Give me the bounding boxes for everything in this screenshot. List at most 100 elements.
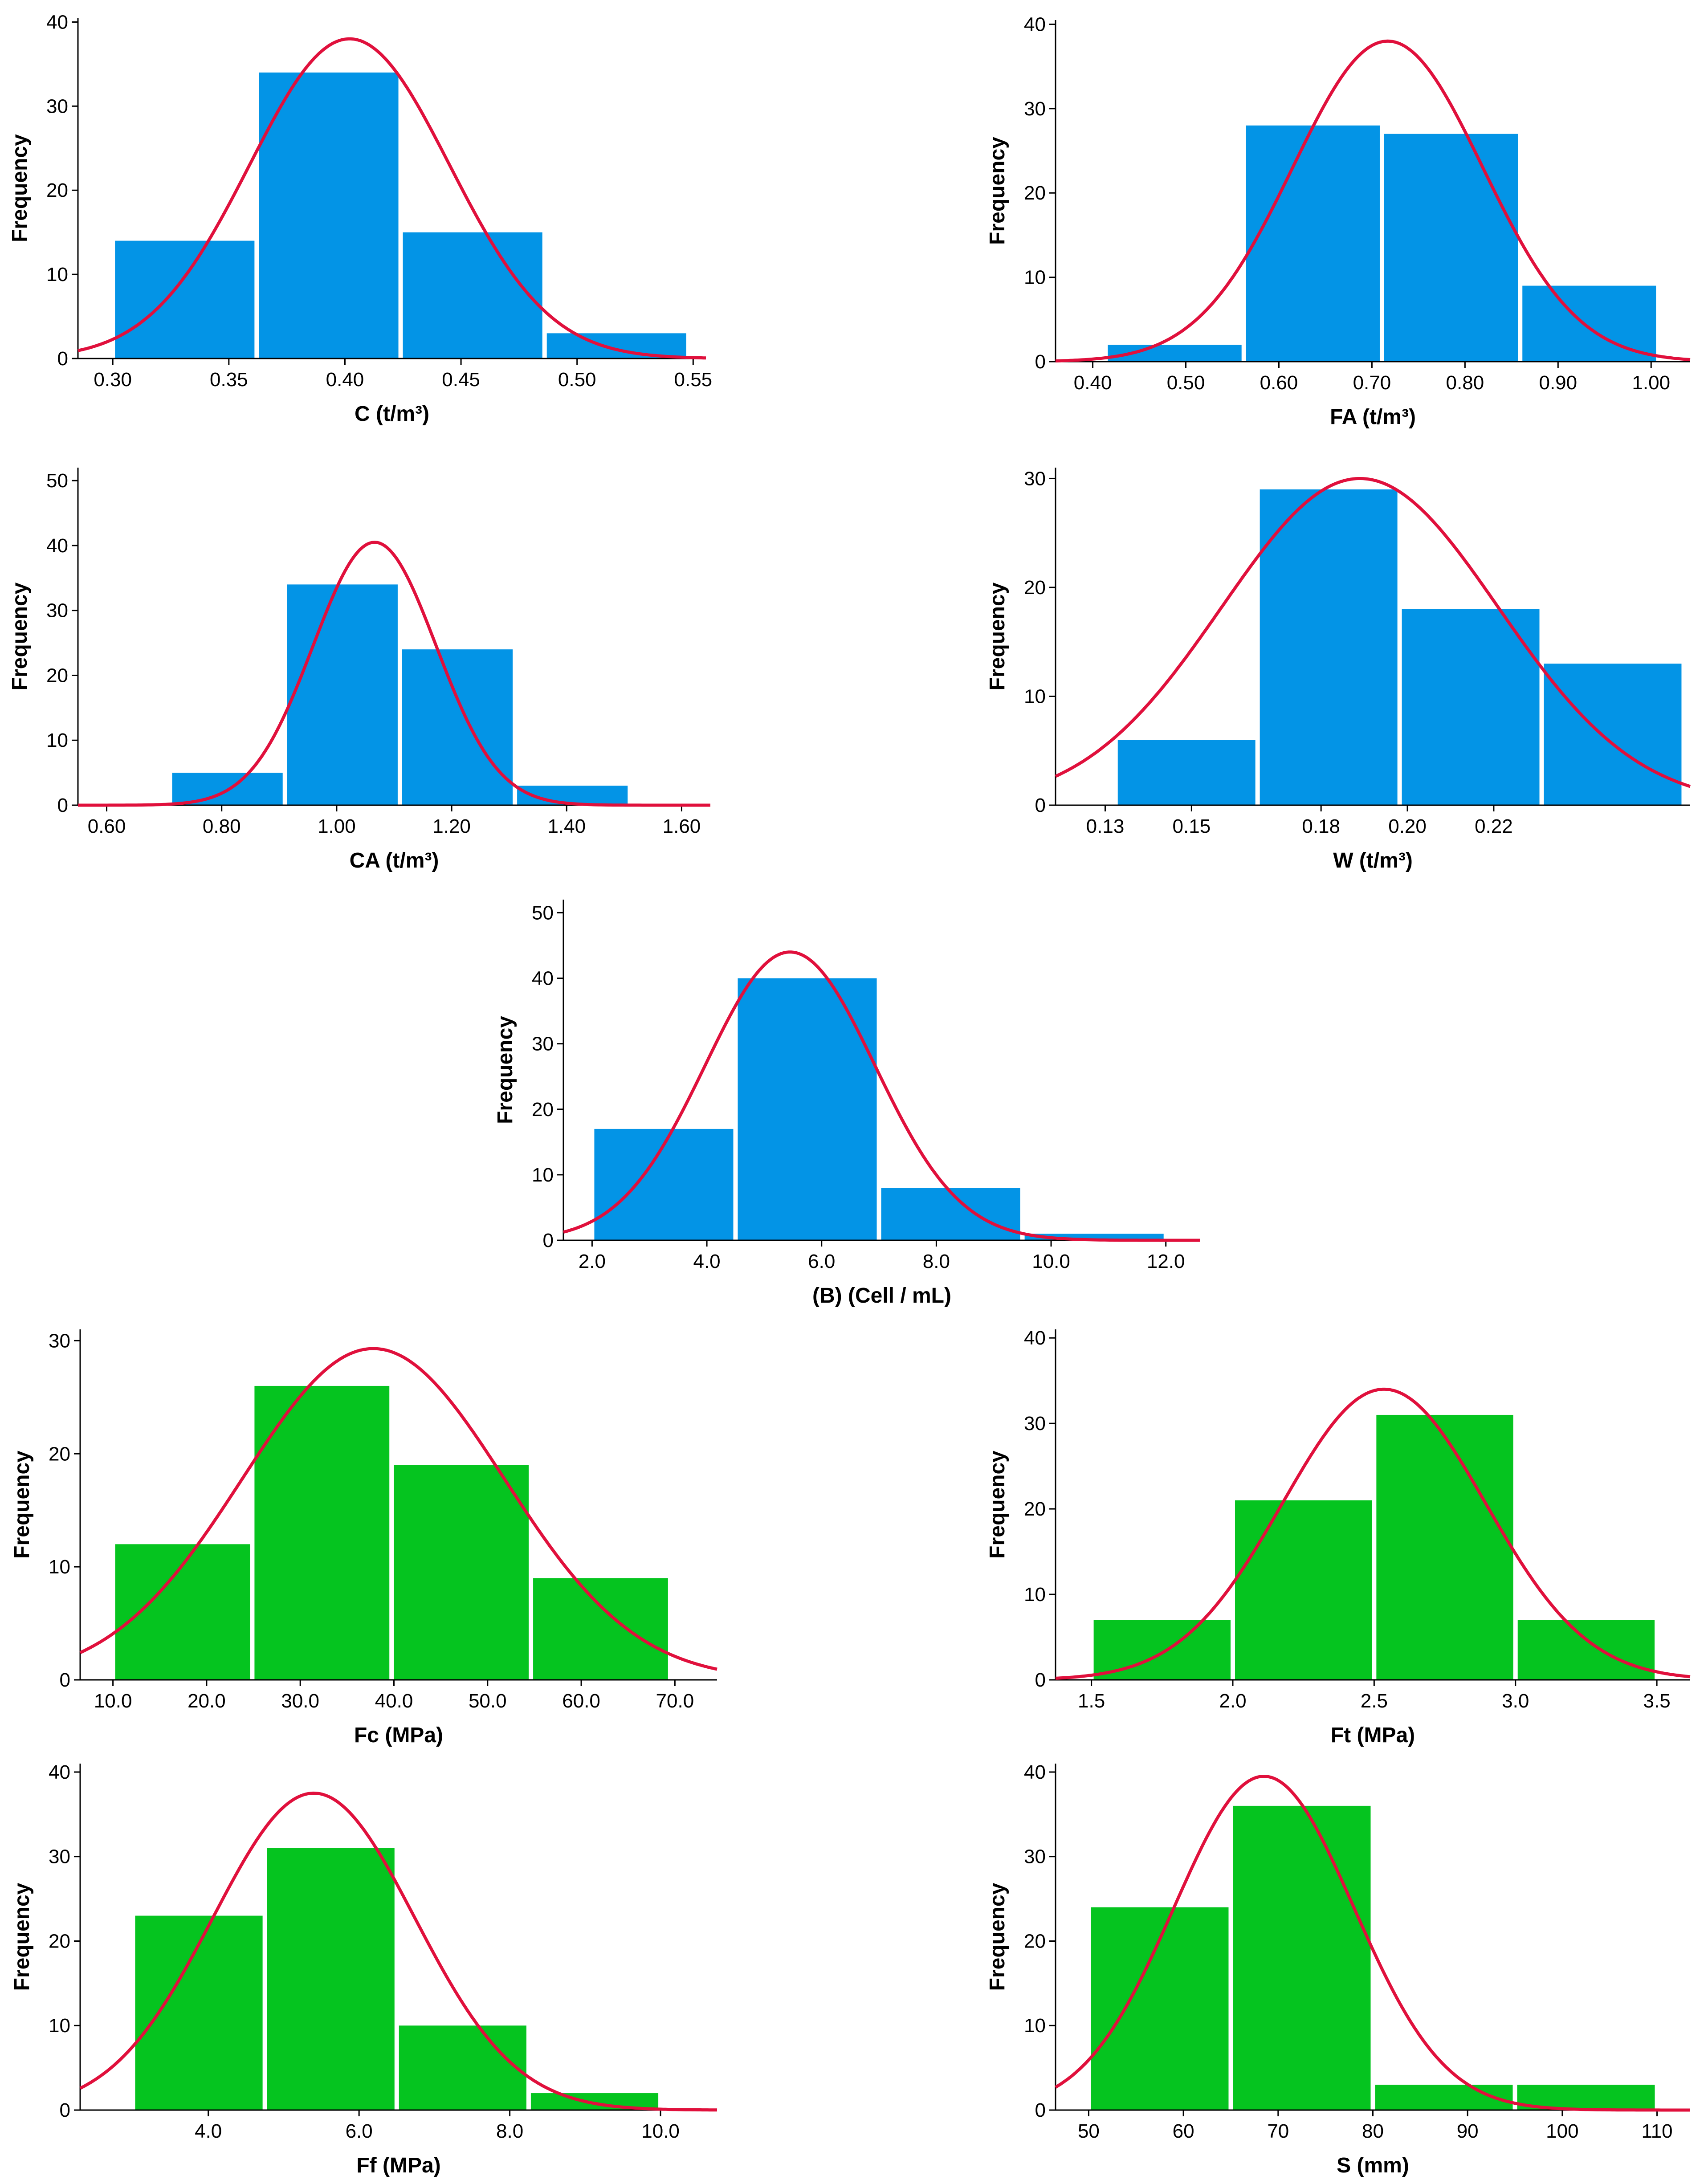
w-bar-3 bbox=[1402, 609, 1540, 805]
b-x-tick-label: 4.0 bbox=[693, 1251, 720, 1272]
histogram-c: 0 10 20 30 40 0.30 0.35 0.40 0.45 0.50 0.55 C (t/m³… bbox=[8, 11, 712, 426]
w-bar-1 bbox=[1117, 740, 1256, 805]
fc-normal-curve bbox=[79, 1347, 717, 1671]
c-x-tick-label: 0.30 bbox=[94, 369, 132, 391]
w-y-tick-label: 30 bbox=[1024, 468, 1046, 489]
s-x-tick-label: 80 bbox=[1362, 2120, 1384, 2142]
ff-x-tick-label: 8.0 bbox=[496, 2120, 523, 2142]
ff-y-tick-label: 20 bbox=[49, 1930, 70, 1952]
histogram-b: 0 10 20 30 40 50 2.0 4.0 6.0 8.0 10.0 12.0 (B) (Cell… bbox=[493, 900, 1200, 1308]
w-x-tick-label: 0.20 bbox=[1388, 815, 1427, 837]
ca-x-tick-label: 1.60 bbox=[663, 815, 701, 837]
c-y-tick-label: 0 bbox=[57, 348, 68, 370]
w-x-tick-label: 0.18 bbox=[1302, 815, 1340, 837]
ff-y-tick-label: 10 bbox=[49, 2015, 70, 2037]
histogram-fa: 0 10 20 30 40 0.40 0.50 0.60 0.70 0.80 0.90 1.00 FA … bbox=[986, 13, 1691, 429]
ft-x-tick-label: 2.0 bbox=[1219, 1690, 1246, 1712]
ff-bar-3 bbox=[399, 2025, 526, 2110]
s-y-tick-label: 0 bbox=[1035, 2099, 1046, 2121]
ff-bar-1 bbox=[135, 1915, 263, 2110]
b-x-tick-label: 12.0 bbox=[1147, 1251, 1185, 1272]
fa-y-tick-label: 40 bbox=[1024, 13, 1046, 35]
histogram-ft: 0 10 20 30 40 1.5 2.0 2.5 3.0 3.5 Ft (MPa) Frequenc… bbox=[986, 1327, 1691, 1747]
ft-y-axis-title: Frequency bbox=[986, 1451, 1009, 1559]
ft-x-tick-label: 3.0 bbox=[1502, 1690, 1529, 1712]
b-y-tick-label: 50 bbox=[532, 902, 554, 924]
ff-bar-2 bbox=[267, 1848, 395, 2110]
c-x-axis-title: C (t/m³) bbox=[355, 402, 429, 426]
c-bar-4 bbox=[546, 333, 686, 359]
fa-y-tick-label: 20 bbox=[1024, 182, 1046, 204]
b-x-axis-title: (B) (Cell / mL) bbox=[812, 1284, 951, 1308]
fc-x-axis-title: Fc (MPa) bbox=[354, 1724, 443, 1747]
ft-bar-2 bbox=[1235, 1500, 1372, 1680]
fc-bar-3 bbox=[394, 1465, 529, 1680]
w-y-tick-label: 0 bbox=[1035, 795, 1046, 816]
ft-y-tick-label: 10 bbox=[1024, 1584, 1046, 1605]
ca-x-tick-label: 1.20 bbox=[432, 815, 471, 837]
fa-x-tick-label: 0.60 bbox=[1260, 372, 1298, 394]
s-x-tick-label: 110 bbox=[1641, 2120, 1672, 2142]
w-x-tick-label: 0.15 bbox=[1173, 815, 1211, 837]
fa-x-tick-label: 0.70 bbox=[1353, 372, 1391, 394]
fc-y-tick-label: 30 bbox=[49, 1330, 70, 1352]
ca-y-tick-label: 50 bbox=[46, 470, 68, 492]
w-y-axis-title: Frequency bbox=[986, 582, 1009, 690]
ca-x-tick-label: 1.40 bbox=[547, 815, 586, 837]
w-y-tick-label: 10 bbox=[1024, 685, 1046, 707]
c-bar-1 bbox=[115, 240, 255, 359]
ca-y-tick-label: 30 bbox=[46, 600, 68, 622]
fc-x-tick-label: 50.0 bbox=[469, 1690, 507, 1712]
c-x-tick-label: 0.40 bbox=[326, 369, 364, 391]
s-x-axis-title: S (mm) bbox=[1337, 2154, 1409, 2177]
ft-normal-curve bbox=[1055, 1387, 1691, 1680]
fa-x-tick-label: 0.80 bbox=[1446, 372, 1484, 394]
c-y-tick-label: 40 bbox=[46, 11, 68, 33]
fa-y-axis-title: Frequency bbox=[986, 137, 1009, 245]
fa-y-tick-label: 10 bbox=[1024, 267, 1046, 289]
ff-y-tick-label: 0 bbox=[60, 2099, 70, 2121]
b-x-tick-label: 10.0 bbox=[1032, 1251, 1070, 1272]
fa-x-tick-label: 1.00 bbox=[1632, 372, 1670, 394]
ff-y-axis-title: Frequency bbox=[10, 1882, 34, 1991]
ft-bar-3 bbox=[1376, 1414, 1513, 1680]
b-bar-3 bbox=[881, 1188, 1020, 1240]
ca-y-tick-label: 0 bbox=[57, 795, 68, 816]
b-y-tick-label: 10 bbox=[532, 1164, 554, 1186]
ft-x-tick-label: 2.5 bbox=[1361, 1690, 1388, 1712]
c-x-tick-label: 0.55 bbox=[674, 369, 713, 391]
ca-x-tick-label: 0.80 bbox=[203, 815, 241, 837]
fc-x-tick-label: 20.0 bbox=[188, 1690, 226, 1712]
b-y-tick-label: 40 bbox=[532, 968, 554, 990]
c-x-tick-label: 0.45 bbox=[442, 369, 480, 391]
s-y-tick-label: 10 bbox=[1024, 2015, 1046, 2037]
fc-x-tick-label: 30.0 bbox=[281, 1690, 319, 1712]
b-x-tick-label: 8.0 bbox=[923, 1251, 950, 1272]
histogram-fc: 0 10 20 30 10.0 20.0 30.0 40.0 50.0 60.0 70.0 Fc (M… bbox=[10, 1329, 717, 1747]
c-y-tick-label: 20 bbox=[46, 179, 68, 201]
s-x-tick-label: 90 bbox=[1457, 2120, 1479, 2142]
ff-x-axis-title: Ff (MPa) bbox=[356, 2154, 440, 2177]
s-bar-2 bbox=[1233, 1805, 1371, 2110]
fc-x-tick-label: 60.0 bbox=[562, 1690, 600, 1712]
c-bar-2 bbox=[259, 72, 399, 359]
ca-y-axis-title: Frequency bbox=[8, 582, 32, 690]
c-x-tick-label: 0.35 bbox=[210, 369, 248, 391]
b-y-tick-label: 30 bbox=[532, 1033, 554, 1055]
fc-bar-4 bbox=[533, 1578, 668, 1680]
ff-y-tick-label: 30 bbox=[49, 1846, 70, 1868]
c-x-tick-label: 0.50 bbox=[558, 369, 596, 391]
ft-y-tick-label: 30 bbox=[1024, 1413, 1046, 1434]
ff-y-tick-label: 40 bbox=[49, 1761, 70, 1783]
fc-y-tick-label: 20 bbox=[49, 1443, 70, 1465]
fa-y-tick-label: 0 bbox=[1035, 351, 1046, 373]
b-y-tick-label: 0 bbox=[543, 1230, 554, 1251]
b-normal-curve bbox=[563, 950, 1200, 1242]
fc-x-tick-label: 10.0 bbox=[94, 1690, 132, 1712]
w-x-axis-title: W (t/m³) bbox=[1333, 849, 1413, 872]
c-y-axis-title: Frequency bbox=[8, 134, 32, 242]
w-normal-curve bbox=[1055, 477, 1691, 788]
ff-x-tick-label: 4.0 bbox=[195, 2120, 222, 2142]
b-x-tick-label: 6.0 bbox=[808, 1251, 835, 1272]
ca-x-tick-label: 0.60 bbox=[88, 815, 126, 837]
